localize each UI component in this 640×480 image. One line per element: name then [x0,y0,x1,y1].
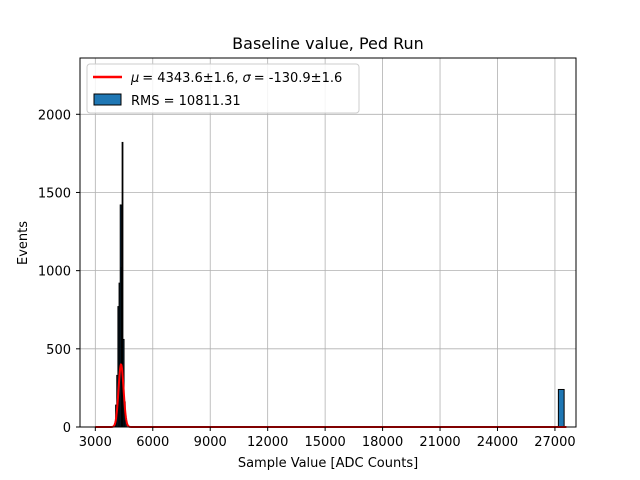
x-tick-label: 6000 [136,435,169,450]
x-tick-label: 18000 [362,435,403,450]
x-tick-label: 15000 [304,435,345,450]
legend-mu-symbol: μ [130,71,139,86]
histogram-bar [557,388,565,428]
chart-title: Baseline value, Ped Run [232,34,424,53]
x-tick-label: 21000 [419,435,460,450]
axis-ticks: 3000 6000 9000 12000 15000 18000 21000 24000 270… [38,108,576,450]
x-axis-label: Sample Value [ADC Counts] [238,456,418,471]
legend-sigma-symbol: σ [243,71,252,86]
x-tick-label: 9000 [194,435,227,450]
grid [80,58,576,428]
x-tick-label: 3000 [79,435,112,450]
legend-box [86,63,360,114]
y-tick-label: 2000 [38,108,71,123]
plot-frame [79,57,577,428]
plot-area [80,58,576,427]
y-tick-label: 1500 [38,186,71,201]
y-tick-label: 1000 [38,265,71,280]
x-tick-label: 12000 [247,435,288,450]
x-tick-label: 27000 [534,435,575,450]
legend-histogram-swatch [93,93,122,106]
legend-fit-label: μ = 4343.6±1.6, σ = -130.9±1.6 [130,71,342,86]
legend-sigma-value: = -130.9±1.6 [254,71,343,86]
y-tick-label: 0 [63,421,71,436]
legend-histogram-label: RMS = 10811.31 [131,94,241,109]
legend-mu-value: = 4343.6±1.6, [142,71,238,86]
y-tick-label: 500 [46,343,71,358]
y-axis-label: Events [16,221,31,265]
x-tick-label: 24000 [477,435,518,450]
legend: μ = 4343.6±1.6, σ = -130.9±1.6 RMS = 10811.… [86,63,360,114]
